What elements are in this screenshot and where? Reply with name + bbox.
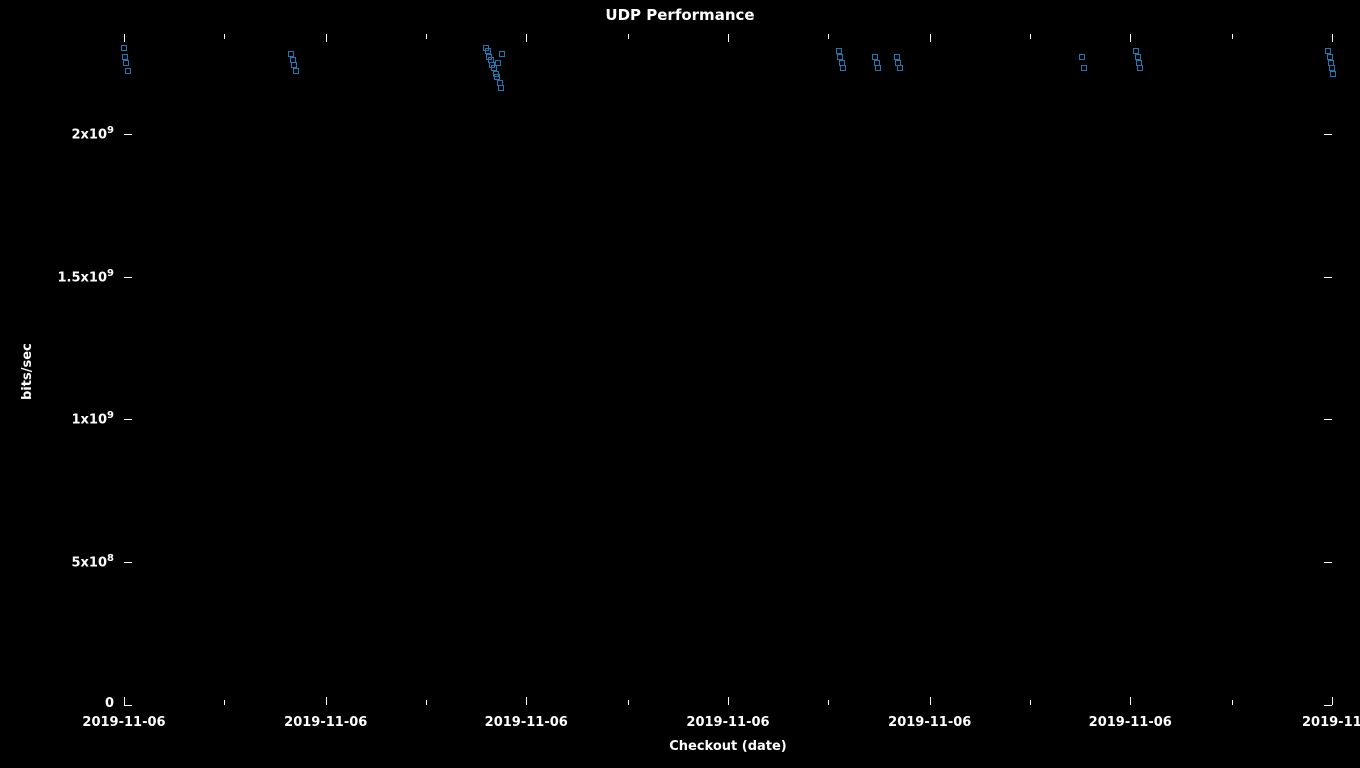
data-point: [123, 60, 129, 66]
xtick-mark: [124, 697, 125, 705]
ytick-mark: [1324, 419, 1332, 420]
ytick-mark: [124, 705, 132, 706]
xtick-mark: [1332, 34, 1333, 42]
ytick-mark: [124, 277, 132, 278]
xtick-minor-mark: [1030, 700, 1031, 705]
xtick-mark: [526, 34, 527, 42]
ytick-label: 1.5x109: [58, 268, 114, 285]
xtick-mark: [728, 34, 729, 42]
data-point: [897, 65, 903, 71]
xtick-label: 2019-11-06: [64, 715, 184, 730]
xtick-label: 2019-11-06: [1070, 715, 1190, 730]
xtick-label: 2019-11-0: [1302, 715, 1360, 730]
data-point: [1137, 65, 1143, 71]
ytick-label: 5x108: [72, 553, 115, 570]
plot-area: [124, 34, 1332, 705]
ytick-label: 0: [105, 696, 114, 711]
xtick-mark: [1130, 697, 1131, 705]
xtick-minor-mark: [426, 34, 427, 39]
data-point: [498, 85, 504, 91]
xtick-minor-mark: [1030, 34, 1031, 39]
xtick-minor-mark: [828, 34, 829, 39]
xtick-minor-mark: [1232, 34, 1233, 39]
data-point: [1330, 71, 1336, 77]
xtick-label: 2019-11-06: [870, 715, 990, 730]
xtick-mark: [930, 697, 931, 705]
y-axis-label: bits/sec: [20, 343, 35, 400]
ytick-mark: [124, 562, 132, 563]
ytick-mark: [1324, 134, 1332, 135]
xtick-minor-mark: [828, 700, 829, 705]
ytick-mark: [1324, 562, 1332, 563]
xtick-label: 2019-11-06: [266, 715, 386, 730]
xtick-mark: [1130, 34, 1131, 42]
ytick-mark: [124, 134, 132, 135]
xtick-mark: [728, 697, 729, 705]
xtick-mark: [1332, 697, 1333, 705]
udp-performance-chart: UDP Performance bits/sec Checkout (date)…: [0, 0, 1360, 768]
ytick-mark: [1324, 705, 1332, 706]
xtick-mark: [124, 34, 125, 42]
xtick-minor-mark: [628, 700, 629, 705]
ytick-label: 2x109: [72, 125, 115, 142]
xtick-mark: [526, 697, 527, 705]
data-point: [875, 65, 881, 71]
data-point: [121, 45, 127, 51]
ytick-mark: [1324, 277, 1332, 278]
xtick-label: 2019-11-06: [466, 715, 586, 730]
x-axis-label: Checkout (date): [124, 739, 1332, 754]
ytick-mark: [124, 419, 132, 420]
data-point: [499, 51, 505, 57]
xtick-minor-mark: [426, 700, 427, 705]
xtick-mark: [326, 697, 327, 705]
data-point: [293, 68, 299, 74]
ytick-label: 1x109: [72, 410, 115, 427]
chart-title: UDP Performance: [0, 6, 1360, 24]
xtick-minor-mark: [224, 700, 225, 705]
data-point: [1079, 54, 1085, 60]
xtick-minor-mark: [628, 34, 629, 39]
xtick-mark: [930, 34, 931, 42]
xtick-mark: [326, 34, 327, 42]
data-point: [125, 68, 131, 74]
xtick-label: 2019-11-06: [668, 715, 788, 730]
data-point: [495, 60, 501, 66]
xtick-minor-mark: [224, 34, 225, 39]
data-point: [1081, 65, 1087, 71]
data-point: [840, 65, 846, 71]
xtick-minor-mark: [1232, 700, 1233, 705]
